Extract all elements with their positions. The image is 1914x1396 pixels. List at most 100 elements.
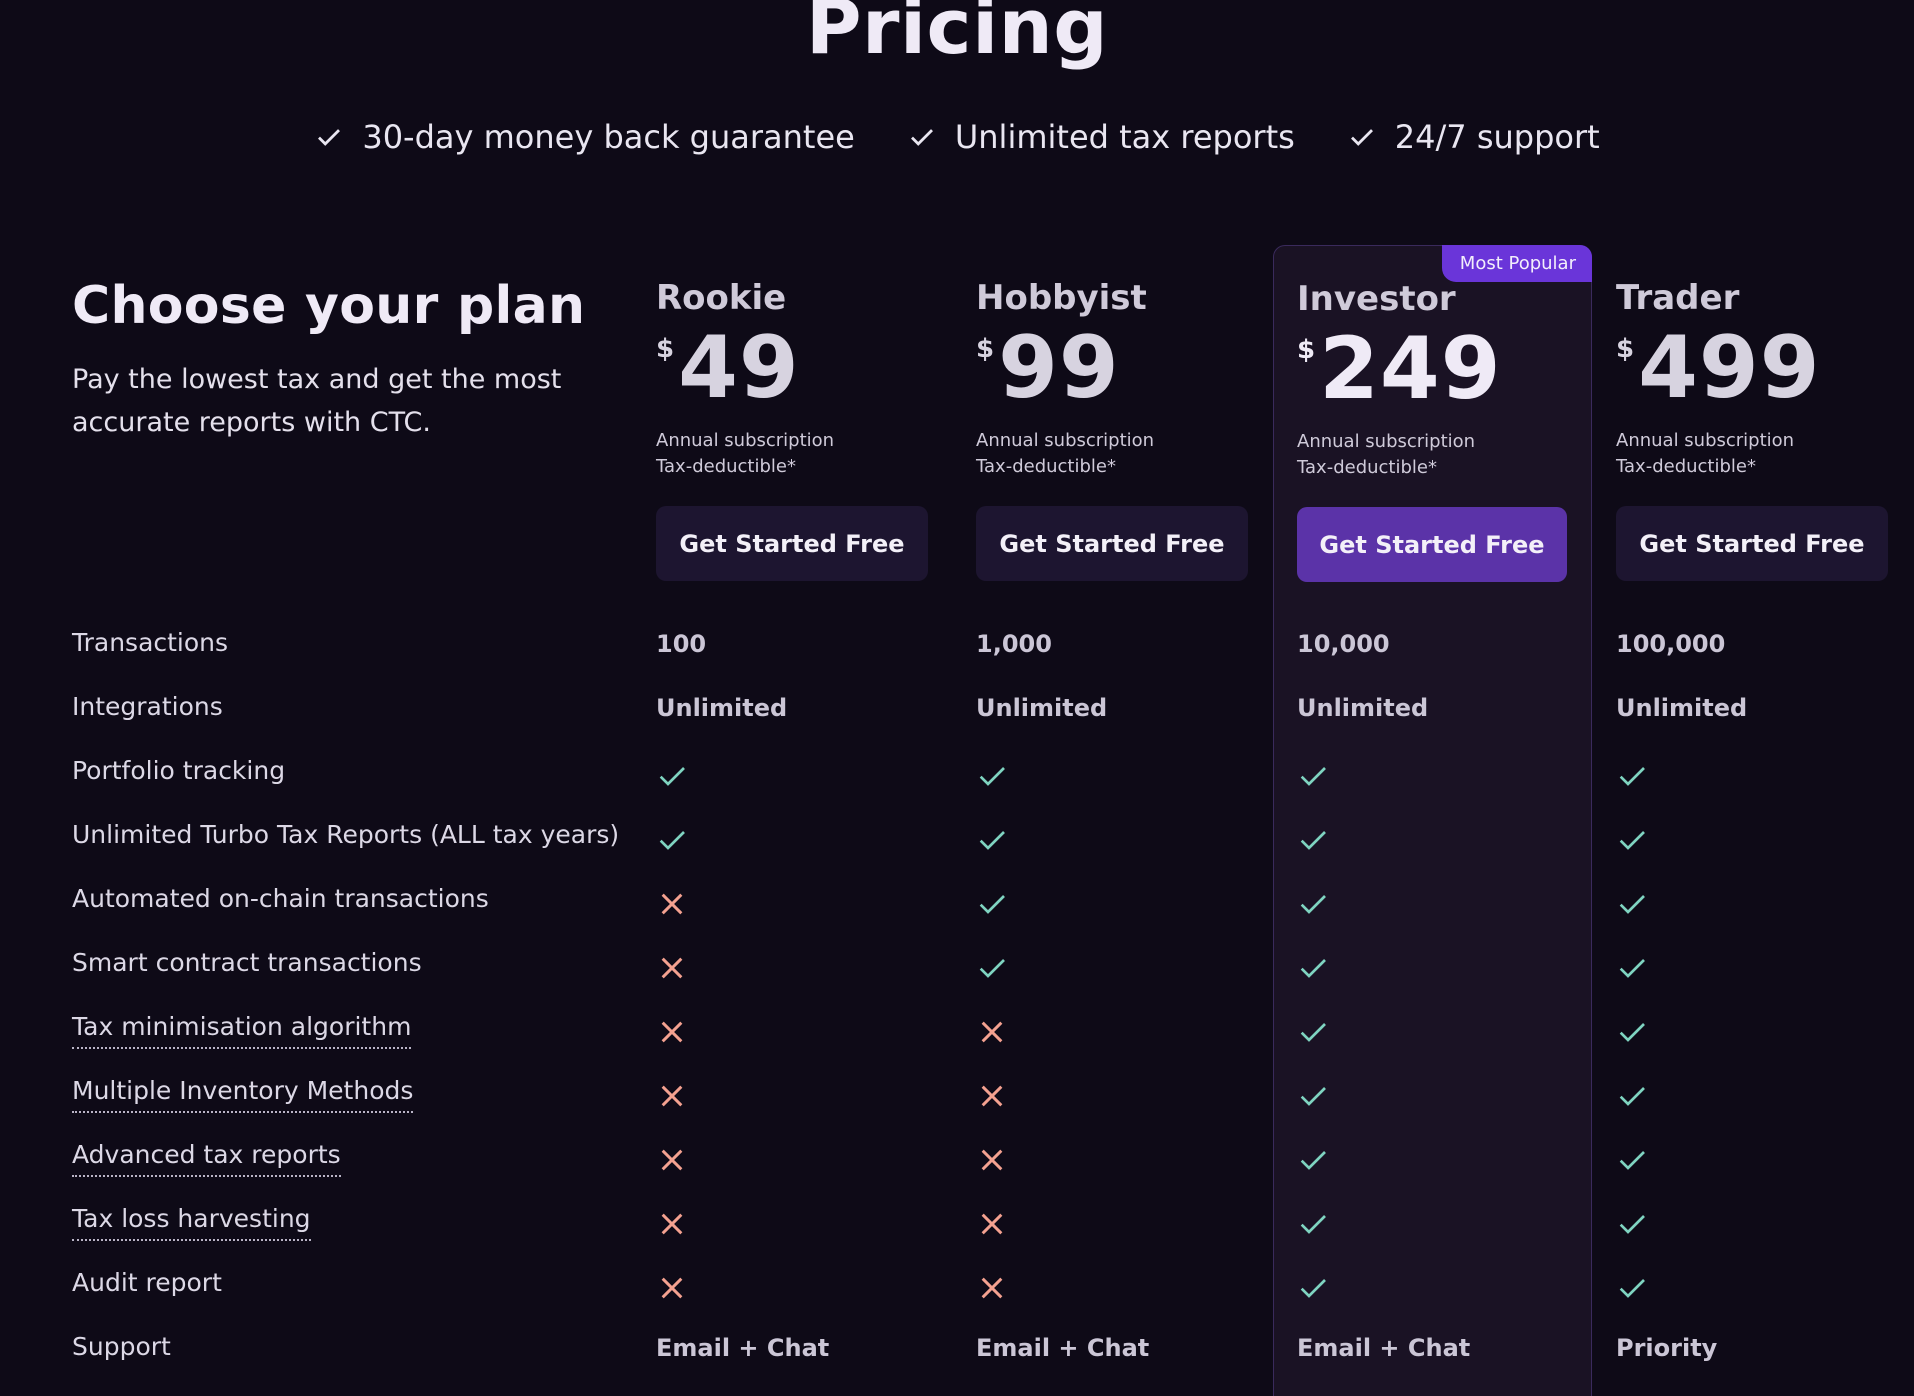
feature-value: 10,000 (1297, 630, 1390, 658)
currency-symbol: $ (976, 334, 995, 364)
get-started-rookie-button[interactable]: Get Started Free (656, 506, 928, 581)
feature-label: Automated on-chain transactions (72, 884, 489, 913)
feature-label: Unlimited Turbo Tax Reports (ALL tax yea… (72, 820, 620, 849)
get-started-investor-button[interactable]: Get Started Free (1297, 507, 1567, 582)
feature-row: Unlimited Turbo Tax Reports (ALL tax yea… (0, 816, 1914, 880)
cross-icon (981, 1213, 1003, 1235)
feature-included (1297, 950, 1329, 990)
tax-note: Tax-deductible* (976, 456, 1116, 477)
plan-name: Trader (1616, 278, 1740, 318)
feature-value: Unlimited (976, 694, 1108, 722)
feature-included (1297, 822, 1329, 862)
feature-label: Portfolio tracking (72, 756, 286, 785)
check-icon (1300, 1151, 1326, 1170)
perk-money-back: 30-day money back guarantee (314, 118, 855, 156)
feature-included (1616, 822, 1648, 862)
check-icon (1619, 1279, 1645, 1298)
feature-label-tooltip[interactable]: Tax loss harvesting (72, 1204, 311, 1241)
feature-included (1616, 1014, 1648, 1054)
feature-label: Smart contract transactions (72, 948, 422, 977)
feature-excluded (656, 1078, 688, 1118)
check-icon (1300, 1023, 1326, 1042)
check-icon (1300, 1215, 1326, 1234)
featured-plan-card: Most Popular (1273, 245, 1592, 1396)
perk-label: Unlimited tax reports (954, 118, 1295, 156)
feature-row: Smart contract transactions (0, 944, 1914, 1008)
feature-label-tooltip[interactable]: Tax minimisation algorithm (72, 1012, 412, 1049)
section-description: Pay the lowest tax and get the most accu… (72, 364, 562, 438)
billing-period: Annual subscription (1616, 430, 1795, 451)
feature-included (1297, 1206, 1329, 1246)
check-icon (318, 129, 341, 146)
section-heading: Choose your plan (72, 276, 586, 336)
most-popular-badge: Most Popular (1441, 245, 1592, 282)
feature-included (976, 822, 1008, 862)
check-icon (1300, 767, 1326, 786)
plan-name: Hobbyist (976, 278, 1147, 318)
plan-rookie: Rookie $ 49 Annual subscription Tax-dedu… (656, 278, 931, 581)
perk-label: 30-day money back guarantee (362, 118, 855, 156)
feature-value: Unlimited (656, 694, 788, 722)
check-icon (1619, 831, 1645, 850)
feature-row: Advanced tax reports (0, 1136, 1914, 1200)
check-icon (1300, 959, 1326, 978)
feature-value: Email + Chat (976, 1334, 1150, 1362)
feature-excluded (976, 1078, 1008, 1118)
feature-label: Audit report (72, 1268, 222, 1297)
cross-icon (661, 1213, 683, 1235)
feature-included (656, 822, 688, 862)
feature-value: Unlimited (1297, 694, 1429, 722)
feature-included (1616, 1206, 1648, 1246)
billing-period: Annual subscription (1297, 431, 1476, 452)
feature-excluded (656, 1014, 688, 1054)
get-started-trader-button[interactable]: Get Started Free (1616, 506, 1888, 581)
plan-trader: Trader $ 499 Annual subscription Tax-ded… (1616, 278, 1891, 581)
feature-included (1616, 758, 1648, 798)
currency-symbol: $ (1297, 335, 1316, 365)
feature-label-tooltip[interactable]: Advanced tax reports (72, 1140, 341, 1177)
perk-unlimited-reports: Unlimited tax reports (907, 118, 1295, 156)
feature-row: Support Email + Chat Email + Chat Email + C… (0, 1328, 1914, 1392)
check-icon (1619, 1151, 1645, 1170)
feature-excluded (656, 1142, 688, 1182)
feature-excluded (976, 1270, 1008, 1310)
currency-symbol: $ (1616, 334, 1635, 364)
feature-label-tooltip[interactable]: Multiple Inventory Methods (72, 1076, 414, 1113)
cross-icon (981, 1149, 1003, 1171)
perk-support: 24/7 support (1347, 118, 1600, 156)
billing-period: Annual subscription (656, 430, 835, 451)
check-icon (659, 767, 685, 786)
check-icon (1619, 767, 1645, 786)
feature-value: Priority (1616, 1334, 1718, 1362)
plan-hobbyist: Hobbyist $ 99 Annual subscription Tax-de… (976, 278, 1251, 581)
feature-excluded (656, 886, 688, 926)
feature-value: 1,000 (976, 630, 1052, 658)
feature-value: 100 (656, 630, 707, 658)
feature-excluded (976, 1142, 1008, 1182)
feature-included (1616, 950, 1648, 990)
feature-comparison-table: Transactions 100 1,000 10,000 100,000 Integra… (0, 624, 1914, 1392)
get-started-hobbyist-button[interactable]: Get Started Free (976, 506, 1248, 581)
cross-icon (661, 893, 683, 915)
plan-price: $ 99 (976, 322, 1251, 414)
plan-billing-note: Annual subscription Tax-deductible* (1616, 428, 1891, 480)
plan-billing-note: Annual subscription Tax-deductible* (1297, 429, 1572, 481)
check-icon (979, 831, 1005, 850)
cross-icon (661, 957, 683, 979)
check-icon (1619, 1215, 1645, 1234)
check-icon (659, 831, 685, 850)
cross-icon (981, 1085, 1003, 1107)
feature-excluded (656, 1206, 688, 1246)
tax-note: Tax-deductible* (1297, 457, 1437, 478)
check-icon (1300, 831, 1326, 850)
feature-included (976, 886, 1008, 926)
feature-label: Support (72, 1332, 171, 1361)
plan-price: $ 499 (1616, 322, 1891, 414)
feature-included (1297, 1142, 1329, 1182)
plan-name: Rookie (656, 278, 787, 318)
feature-row: Automated on-chain transactions (0, 880, 1914, 944)
plan-price: $ 249 (1297, 323, 1572, 415)
check-icon (1619, 1023, 1645, 1042)
currency-symbol: $ (656, 334, 675, 364)
price-amount: 249 (1319, 319, 1502, 419)
